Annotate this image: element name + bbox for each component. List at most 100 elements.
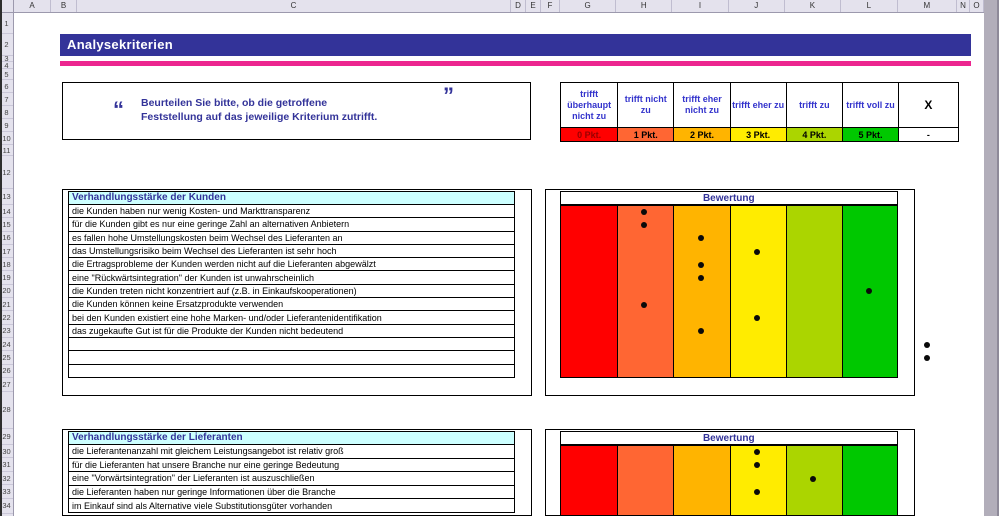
column-header-M[interactable]: M xyxy=(898,0,957,12)
criteria-row[interactable]: die Kunden können keine Ersatzprodukte v… xyxy=(69,298,514,312)
criteria-row[interactable]: das Umstellungsrisiko beim Wechsel des L… xyxy=(69,245,514,259)
scale-points-cell-3[interactable]: 3 Pkt. xyxy=(729,128,786,141)
criteria-row[interactable]: bei den Kunden existiert eine hohe Marke… xyxy=(69,311,514,325)
criteria-row[interactable]: es fallen hohe Umstellungskosten beim We… xyxy=(69,232,514,245)
rating-band-4[interactable] xyxy=(785,206,842,377)
rating-dot[interactable] xyxy=(697,261,704,268)
row-header-19[interactable]: 19 xyxy=(0,272,13,285)
scale-header-cell-2[interactable]: trifft eher nicht zu xyxy=(673,83,729,127)
criteria-row[interactable] xyxy=(69,338,514,352)
row-header-17[interactable]: 17 xyxy=(0,245,13,259)
column-header-D[interactable]: D xyxy=(511,0,526,12)
rating-band-1[interactable] xyxy=(617,206,674,377)
rating-band-2[interactable] xyxy=(673,446,730,515)
scale-points-cell-0[interactable]: 0 Pkt. xyxy=(561,128,618,141)
scale-points-cell-2[interactable]: 2 Pkt. xyxy=(673,128,730,141)
section-title-0[interactable]: Verhandlungsstärke der Kunden xyxy=(68,191,515,205)
rating-band-3[interactable] xyxy=(729,206,786,377)
scale-points-cell-4[interactable]: 4 Pkt. xyxy=(785,128,842,141)
row-header-20[interactable]: 20 xyxy=(0,285,13,299)
rating-band-5[interactable] xyxy=(841,446,897,515)
rating-dot[interactable] xyxy=(753,489,760,496)
rating-band-0[interactable] xyxy=(561,206,618,377)
row-header-13[interactable]: 13 xyxy=(0,189,13,205)
scale-header-cell-0[interactable]: trifft überhaupt nicht zu xyxy=(567,88,612,121)
rating-dot[interactable] xyxy=(753,248,760,255)
row-header-10[interactable]: 10 xyxy=(0,132,13,145)
criteria-row[interactable] xyxy=(69,351,514,365)
row-header-2[interactable]: 2 xyxy=(0,34,13,56)
row-header-7[interactable]: 7 xyxy=(0,93,13,106)
row-header-28[interactable]: 28 xyxy=(0,392,13,429)
column-header-J[interactable]: J xyxy=(729,0,785,12)
scale-header-cell-5[interactable]: trifft voll zu xyxy=(841,83,898,127)
column-header-F[interactable]: F xyxy=(541,0,560,12)
row-header-8[interactable]: 8 xyxy=(0,106,13,119)
scale-points-cell-x[interactable]: - xyxy=(898,128,957,141)
row-header-16[interactable]: 16 xyxy=(0,232,13,245)
section-title-1[interactable]: Verhandlungsstärke der Lieferanten xyxy=(68,431,515,445)
column-header-I[interactable]: I xyxy=(672,0,729,12)
rating-dot[interactable] xyxy=(753,448,760,455)
criteria-row[interactable]: die Lieferanten haben nur geringe Inform… xyxy=(69,486,514,499)
rating-dot[interactable] xyxy=(641,221,648,228)
rating-dot[interactable] xyxy=(697,235,704,242)
x-mark-dot[interactable] xyxy=(924,354,930,361)
row-header-33[interactable]: 33 xyxy=(0,485,13,499)
row-header-12[interactable]: 12 xyxy=(0,156,13,189)
row-header-27[interactable]: 27 xyxy=(0,378,13,392)
rating-dot[interactable] xyxy=(809,475,816,482)
scale-points-cell-1[interactable]: 1 Pkt. xyxy=(617,128,674,141)
criteria-row[interactable]: eine "Vorwärtsintegration" der Lieferant… xyxy=(69,472,514,486)
row-header-14[interactable]: 14 xyxy=(0,205,13,219)
rating-dot[interactable] xyxy=(697,275,704,282)
scale-header-cell-3[interactable]: trifft eher zu xyxy=(729,83,786,127)
criteria-row[interactable] xyxy=(69,365,514,378)
criteria-row[interactable]: das zugekaufte Gut ist für die Produkte … xyxy=(69,325,514,338)
row-header-31[interactable]: 31 xyxy=(0,458,13,472)
chart-title-1[interactable]: Bewertung xyxy=(560,431,898,445)
row-header-1[interactable]: 1 xyxy=(0,13,13,34)
row-header-30[interactable]: 30 xyxy=(0,445,13,459)
criteria-row[interactable]: die Kunden haben nur wenig Kosten- und M… xyxy=(69,205,514,219)
row-header-15[interactable]: 15 xyxy=(0,218,13,232)
scale-header-cell-x[interactable]: X xyxy=(898,83,957,127)
criteria-row[interactable]: eine "Rückwärtsintegration" der Kunden i… xyxy=(69,271,514,285)
rating-dot[interactable] xyxy=(697,328,704,335)
row-header-23[interactable]: 23 xyxy=(0,325,13,338)
criteria-row[interactable]: die Kunden treten nicht konzentriert auf… xyxy=(69,285,514,299)
scale-points-cell-5[interactable]: 5 Pkt. xyxy=(841,128,899,141)
column-header-E[interactable]: E xyxy=(526,0,541,12)
column-header-B[interactable]: B xyxy=(51,0,77,12)
row-header-34[interactable]: 34 xyxy=(0,499,13,514)
row-header-4[interactable]: 4 xyxy=(0,61,13,70)
rating-band-0[interactable] xyxy=(561,446,618,515)
row-header-29[interactable]: 29 xyxy=(0,429,13,445)
rating-band-2[interactable] xyxy=(673,206,730,377)
row-header-21[interactable]: 21 xyxy=(0,298,13,312)
row-header-6[interactable]: 6 xyxy=(0,80,13,93)
column-header-K[interactable]: K xyxy=(785,0,841,12)
rating-dot[interactable] xyxy=(753,462,760,469)
criteria-row[interactable]: für die Kunden gibt es nur eine geringe … xyxy=(69,218,514,232)
rating-band-3[interactable] xyxy=(729,446,786,515)
row-header-5[interactable]: 5 xyxy=(0,69,13,80)
column-header-O[interactable]: O xyxy=(970,0,984,12)
row-header-9[interactable]: 9 xyxy=(0,119,13,132)
criteria-row[interactable]: für die Lieferanten hat unsere Branche n… xyxy=(69,459,514,472)
criteria-row[interactable]: die Lieferantenanzahl mit gleichem Leist… xyxy=(69,445,514,459)
criteria-row[interactable]: die Ertragsprobleme der Kunden werden ni… xyxy=(69,258,514,272)
column-header-N[interactable]: N xyxy=(957,0,970,12)
column-header-C[interactable]: C xyxy=(77,0,511,12)
chart-title-0[interactable]: Bewertung xyxy=(560,191,898,205)
row-header-24[interactable]: 24 xyxy=(0,338,13,352)
criteria-row[interactable]: im Einkauf sind als Alternative viele Su… xyxy=(72,500,333,511)
row-header-11[interactable]: 11 xyxy=(0,145,13,156)
row-header-26[interactable]: 26 xyxy=(0,365,13,378)
row-header-22[interactable]: 22 xyxy=(0,311,13,325)
row-header-25[interactable]: 25 xyxy=(0,351,13,365)
select-all-corner[interactable] xyxy=(0,0,14,13)
column-header-A[interactable]: A xyxy=(14,0,51,12)
scale-header-cell-1[interactable]: trifft nicht zu xyxy=(617,83,673,127)
rating-band-1[interactable] xyxy=(617,446,674,515)
